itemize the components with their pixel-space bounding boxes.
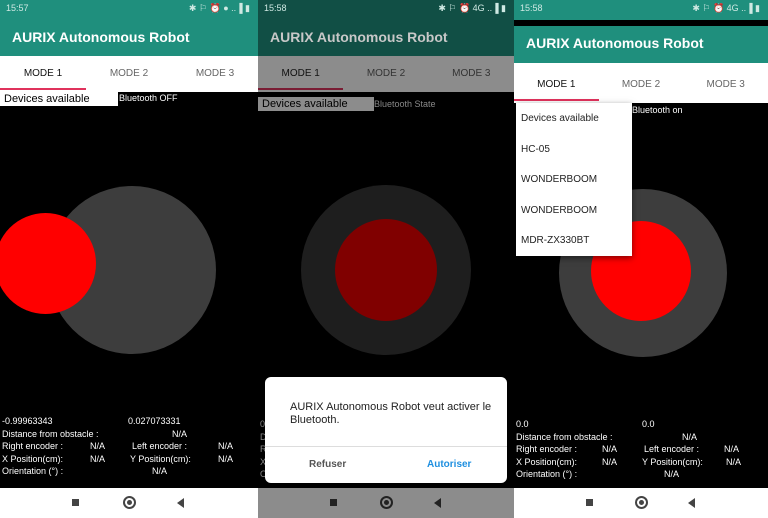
y-position-label: Y Position(cm):	[642, 456, 703, 467]
partial-letter: O	[260, 469, 268, 479]
x-position-label: X Position(cm):	[2, 453, 64, 464]
tab-mode-1[interactable]: MODE 1	[258, 56, 344, 92]
home-icon[interactable]	[380, 496, 393, 509]
status-bar: 15:58 ✱ ⚐ ⏰ 4G ..▐ ▮	[258, 0, 514, 20]
x-position-label: X Position(cm):	[516, 456, 578, 467]
tab-mode-2[interactable]: MODE 2	[621, 79, 661, 90]
nav-bar	[0, 488, 258, 518]
distance-value: N/A	[682, 431, 698, 442]
bluetooth-permission-dialog: AURIX Autonomous Robot veut activer le B…	[265, 377, 507, 483]
tab-mode-3[interactable]: MODE 3	[452, 68, 491, 79]
x-position-value: N/A	[602, 456, 618, 467]
device-option[interactable]: WONDERBOOM	[521, 174, 598, 186]
right-encoder-label: Right encoder :	[516, 444, 578, 454]
device-option[interactable]: HC-05	[521, 143, 550, 155]
home-icon[interactable]	[635, 496, 648, 509]
status-icons: ✱ ⚐ ⏰ 4G ..▐ ▮	[692, 3, 760, 13]
back-icon[interactable]	[434, 498, 441, 508]
recents-icon[interactable]	[72, 499, 79, 506]
tab-mode-2[interactable]: MODE 2	[109, 68, 149, 79]
app-title: AURIX Autonomous Robot	[12, 29, 190, 45]
app-title: AURIX Autonomous Robot	[270, 29, 448, 45]
left-encoder-value: N/A	[218, 441, 234, 451]
y-position-value: N/A	[218, 453, 234, 464]
mode-tabs: MODE 1 MODE 2 MODE 3	[514, 63, 768, 103]
screen-mode1-bluetooth-off: 15:57 ✱ ⚐ ⏰ ● ..▐ ▮ AURIX Autonomous Rob…	[0, 0, 258, 518]
joystick-knob[interactable]	[335, 219, 437, 321]
distance-label: Distance from obstacle :	[2, 428, 99, 439]
bluetooth-status: Bluetooth on	[632, 105, 683, 115]
left-encoder-label: Left encoder :	[132, 441, 188, 451]
recents-icon[interactable]	[330, 499, 337, 506]
status-bar: 15:58 ✱ ⚐ ⏰ 4G ..▐ ▮	[514, 0, 768, 20]
device-option[interactable]: MDR-ZX330BT	[521, 235, 590, 247]
left-encoder-label: Left encoder :	[644, 444, 700, 454]
recents-icon[interactable]	[586, 499, 593, 506]
orientation-label: Orientation (°) :	[516, 469, 578, 479]
joystick-x-value: -0.99963343	[2, 416, 53, 426]
app-bar: AURIX Autonomous Robot	[258, 20, 514, 56]
back-icon[interactable]	[177, 498, 184, 508]
tab-mode-3[interactable]: MODE 3	[706, 79, 745, 90]
mode-tabs: MODE 1 MODE 2 MODE 3	[0, 56, 258, 92]
partial-letter: D	[260, 431, 267, 442]
bluetooth-status: Bluetooth State	[374, 99, 436, 109]
home-icon[interactable]	[123, 496, 136, 509]
device-option[interactable]: WONDERBOOM	[521, 204, 598, 216]
partial-letter: R	[260, 444, 267, 454]
app-bar: AURIX Autonomous Robot	[0, 20, 258, 56]
dialog-divider	[265, 446, 507, 447]
nav-bar	[514, 488, 768, 518]
y-position-value: N/A	[726, 456, 742, 467]
right-encoder-value: N/A	[90, 441, 106, 451]
device-spinner[interactable]: Devices available	[258, 97, 374, 111]
tab-mode-3[interactable]: MODE 3	[195, 68, 235, 79]
orientation-value: N/A	[664, 469, 680, 479]
mode-tabs: MODE 1 MODE 2 MODE 3	[258, 56, 514, 92]
joystick-y-value: 0.027073331	[128, 416, 181, 426]
nav-bar	[258, 488, 514, 518]
telemetry-panel: -0.99963343 0.027073331 Distance from ob…	[2, 415, 258, 478]
left-encoder-value: N/A	[724, 444, 740, 454]
screen-mode1-bluetooth-dialog: 15:58 ✱ ⚐ ⏰ 4G ..▐ ▮ AURIX Autonomous Ro…	[258, 0, 514, 518]
status-time: 15:58	[520, 3, 543, 13]
orientation-value: N/A	[152, 466, 168, 476]
x-position-value: N/A	[90, 453, 106, 464]
joystick-knob[interactable]	[0, 213, 96, 314]
distance-value: N/A	[172, 428, 188, 439]
telemetry-panel: 0.0 0.0 Distance from obstacle : N/A Rig…	[516, 418, 768, 481]
dialog-message: AURIX Autonomous Robot veut activer le B…	[290, 401, 492, 426]
status-time: 15:58	[264, 3, 287, 13]
right-encoder-label: Right encoder :	[2, 441, 64, 451]
screen-mode1-device-list: 15:58 ✱ ⚐ ⏰ 4G ..▐ ▮ AURIX Autonomous Ro…	[514, 0, 768, 518]
partial-letter: X	[260, 456, 267, 467]
bluetooth-status: Bluetooth OFF	[119, 93, 178, 103]
back-icon[interactable]	[688, 498, 695, 508]
tab-mode-2[interactable]: MODE 2	[366, 68, 406, 79]
status-icons: ✱ ⚐ ⏰ ● ..▐ ▮	[188, 3, 250, 13]
app-title: AURIX Autonomous Robot	[526, 35, 704, 51]
joystick-x-value: 0.0	[516, 419, 529, 429]
status-time: 15:57	[6, 3, 29, 13]
joystick-y-value: 0.0	[642, 419, 655, 429]
orientation-label: Orientation (°) :	[2, 466, 64, 476]
device-spinner[interactable]: Devices available	[0, 92, 118, 106]
y-position-label: Y Position(cm):	[130, 453, 191, 464]
device-option[interactable]: Devices available	[521, 113, 599, 124]
tab-mode-1[interactable]: MODE 1	[514, 63, 599, 103]
device-dropdown-list: Devices available HC-05 WONDERBOOM WONDE…	[516, 103, 632, 256]
app-bar: AURIX Autonomous Robot	[514, 26, 768, 63]
allow-button[interactable]: Autoriser	[427, 459, 472, 470]
deny-button[interactable]: Refuser	[309, 459, 347, 470]
status-icons: ✱ ⚐ ⏰ 4G ..▐ ▮	[438, 3, 506, 13]
status-bar: 15:57 ✱ ⚐ ⏰ ● ..▐ ▮	[0, 0, 258, 20]
partial-letter: 0	[260, 419, 266, 429]
distance-label: Distance from obstacle :	[516, 431, 613, 442]
tab-mode-1[interactable]: MODE 1	[0, 56, 86, 92]
right-encoder-value: N/A	[602, 444, 618, 454]
